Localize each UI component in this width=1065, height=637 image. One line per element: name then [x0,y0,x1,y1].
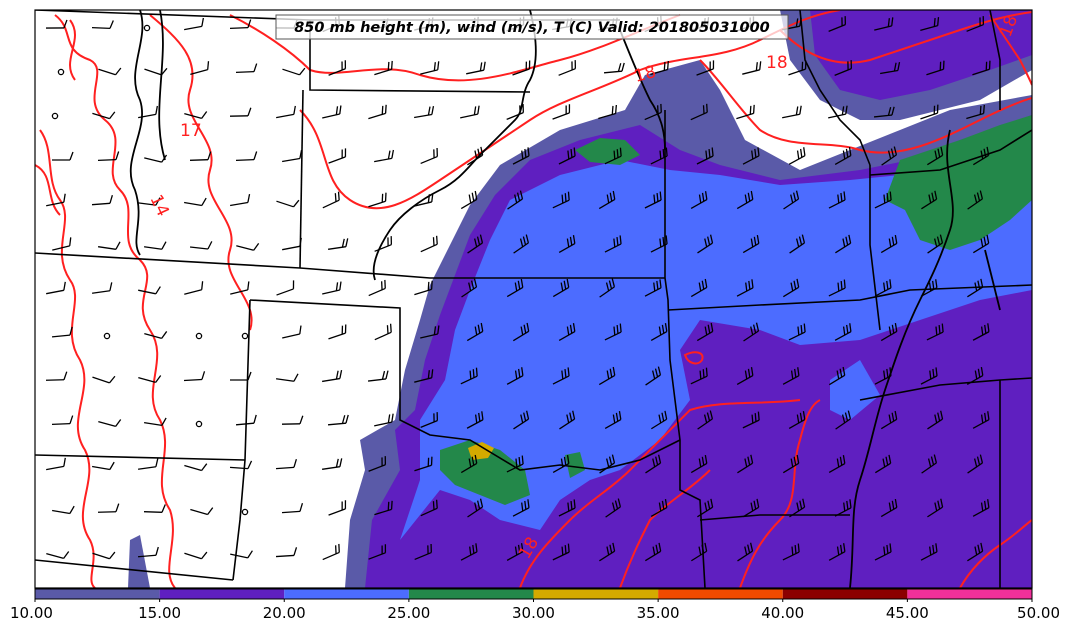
colorbar-tick-label: 10.00 [10,604,53,622]
colorbar-band [35,589,160,599]
colorbar-band [534,589,659,599]
colorbar-tick-label: 25.00 [387,604,430,622]
map-title-box: 850 mb height (m), wind (m/s), T (C) Val… [276,15,788,39]
colorbar-tick-label: 50.00 [1017,604,1060,622]
colorbar-tick-label: 30.00 [512,604,555,622]
colorbar-band [658,589,783,599]
colorbar-tick-label: 20.00 [263,604,306,622]
colorbar-bands [35,589,1032,599]
map-title: 850 mb height (m), wind (m/s), T (C) Val… [294,20,770,36]
colorbar: 10.00 15.00 20.00 25.00 30.00 35.00 40.00 45.00… [10,589,1060,622]
colorbar-band [907,589,1032,599]
contour-label: 17 [180,121,202,141]
contour-label: 18 [766,53,788,73]
colorbar-tick-label: 35.00 [637,604,680,622]
colorbar-tick-label: 40.00 [761,604,804,622]
colorbar-band [783,589,908,599]
colorbar-tick-label: 45.00 [886,604,929,622]
colorbar-band [160,589,285,599]
colorbar-band [284,589,409,599]
colorbar-ticks: 10.00 15.00 20.00 25.00 30.00 35.00 40.00 45.00… [10,599,1060,622]
colorbar-tick-label: 15.00 [138,604,181,622]
colorbar-band [409,589,534,599]
